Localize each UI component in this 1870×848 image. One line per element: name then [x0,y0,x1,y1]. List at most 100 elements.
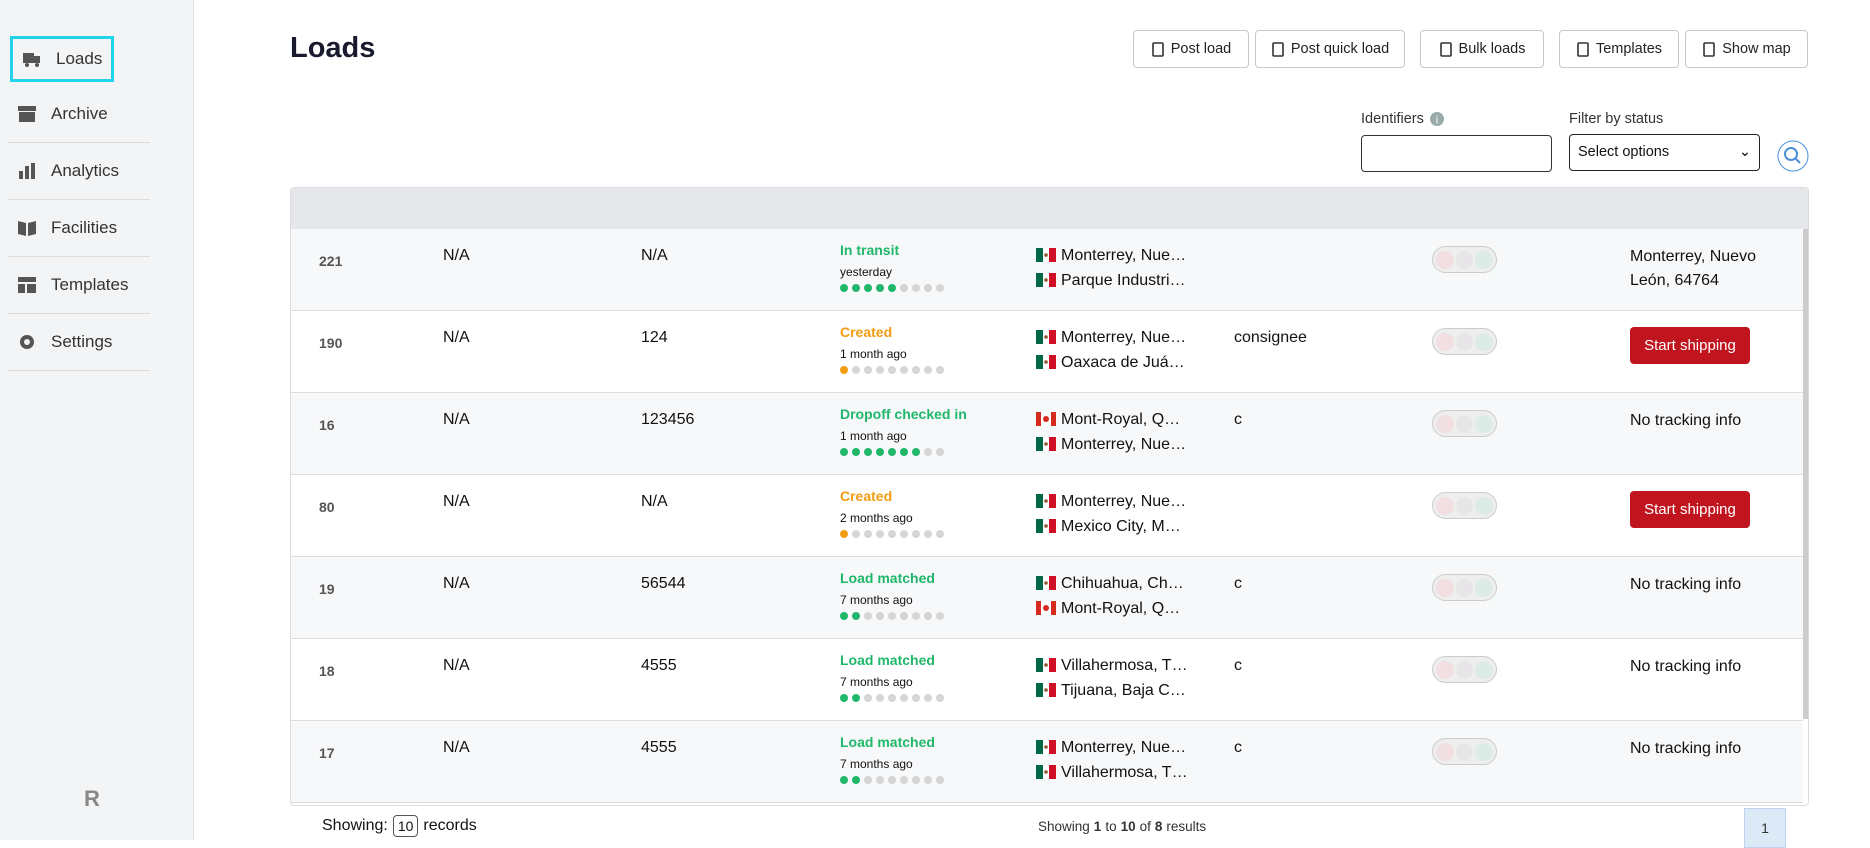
table-row[interactable]: 17 N/A 4555 Load matched 7 months ago Monterr… [291,721,1803,803]
status: Created [840,488,893,504]
header-button[interactable]: Show map [1685,30,1808,68]
header-button[interactable]: Post quick load [1255,30,1405,68]
progress-dot [876,366,884,374]
consignee: c [1234,739,1242,756]
bol: N/A [443,657,470,674]
location-text: Chihuahua, Ch… [1061,575,1184,592]
eta-light [1455,333,1474,351]
location-text: Monterrey, Nue… [1061,329,1187,346]
progress-dot [852,530,860,538]
results-summary: Showing 1 to 10 of 8 results [1038,819,1206,834]
location: Oaxaca de Juá… [1036,354,1185,372]
eta-indicator [1432,738,1497,765]
progress-dot [840,366,848,374]
eta-light [1436,661,1454,679]
pickup: 4555 [641,739,677,756]
table-row[interactable]: 19 N/A 56544 Load matched 7 months ago Chihua… [291,557,1803,639]
nav-item[interactable]: Templates [8,257,150,314]
progress-dot [900,612,908,620]
progress [840,612,948,620]
progress-dot [924,366,932,374]
progress-dot [936,776,944,784]
flag-mx [1036,576,1056,590]
nav-item[interactable]: Loads [10,36,114,82]
progress-dot [888,612,896,620]
eta-indicator [1432,574,1497,601]
progress-dot [924,448,932,456]
eta-light [1436,579,1454,597]
progress-dot [840,448,848,456]
consignee: c [1234,575,1242,592]
progress [840,776,948,784]
start-shipping-button[interactable]: Start shipping [1630,327,1750,364]
progress-dot [924,284,932,292]
table-header [291,188,1808,229]
nav-label: Analytics [51,161,120,180]
button-label: Show map [1722,41,1791,57]
header-button[interactable]: Post load [1133,30,1249,68]
location-text: Monterrey, Nue… [1061,436,1187,453]
table-row[interactable]: 190 N/A 124 Created 1 month ago Monterrey, Nu… [291,311,1803,393]
progress-dot [924,776,932,784]
eta-light [1455,415,1474,433]
nav-item[interactable]: Archive [8,86,150,143]
nav-item[interactable]: Facilities [8,200,150,257]
progress-dot [912,612,920,620]
sidebar: R Loads Archive Analytics Facilities Templat… [0,0,194,840]
nav-icon [23,53,40,67]
button-label: Templates [1595,41,1663,57]
progress-dot [936,530,944,538]
table-row[interactable]: 221 N/A N/A In transit yesterday Monterrey, N… [291,229,1803,311]
status-select[interactable]: Select options ⌄ [1569,134,1760,171]
pickup: 123456 [641,411,695,428]
information: Monterrey, Nuevo León, 64764 [1630,248,1756,289]
status: Load matched [840,652,935,668]
search-button[interactable] [1776,139,1810,173]
progress-dot [840,776,848,784]
nav-item[interactable]: Analytics [8,143,150,200]
table-row[interactable]: 80 N/A N/A Created 2 months ago Monterrey, Nu… [291,475,1803,557]
flag-ca [1036,601,1056,615]
location: Monterrey, Nue… [1036,493,1186,511]
progress [840,366,948,374]
progress-dot [864,448,872,456]
location: Tijuana, Baja C… [1036,682,1186,700]
progress-dot [840,612,848,620]
nav-icon [20,335,34,349]
pickup: N/A [641,247,668,264]
progress-dot [852,448,860,456]
label: Showing: [322,817,388,834]
start-shipping-button[interactable]: Start shipping [1630,491,1750,528]
header-button[interactable]: Bulk loads [1420,30,1544,68]
nav-item[interactable]: Settings [8,314,150,371]
page-button[interactable]: 1 [1744,808,1786,848]
header-button[interactable]: Templates [1559,30,1679,68]
location: Villahermosa, T… [1036,764,1188,782]
eta-light [1455,743,1474,761]
button-icon [1703,42,1716,57]
select-text: Select options [1578,144,1670,160]
status: In transit [840,242,900,258]
progress-dot [888,694,896,702]
load-id: 190 [319,335,343,351]
svg-text:i: i [1436,115,1438,127]
location: Mexico City, M… [1036,518,1181,536]
progress-dot [912,366,920,374]
location: Chihuahua, Ch… [1036,575,1184,593]
summary-part: results [1166,819,1207,834]
progress-dot [936,284,944,292]
nav-label: Loads [56,49,103,68]
consignee: c [1234,411,1242,428]
location-text: Mexico City, M… [1061,518,1181,535]
table-row[interactable]: 18 N/A 4555 Load matched 7 months ago Villahe… [291,639,1803,721]
progress-dot [912,448,920,456]
nav-icon [18,277,36,293]
progress-dot [924,530,932,538]
nav-label: Archive [51,104,108,123]
identifiers-input[interactable] [1361,135,1552,172]
table-row[interactable]: 16 N/A 123456 Dropoff checked in 1 month ago… [291,393,1803,475]
page-size-select[interactable]: 10 [392,815,419,837]
location-text: Parque Industri… [1061,272,1186,289]
summary-part: 10 [1120,819,1136,834]
